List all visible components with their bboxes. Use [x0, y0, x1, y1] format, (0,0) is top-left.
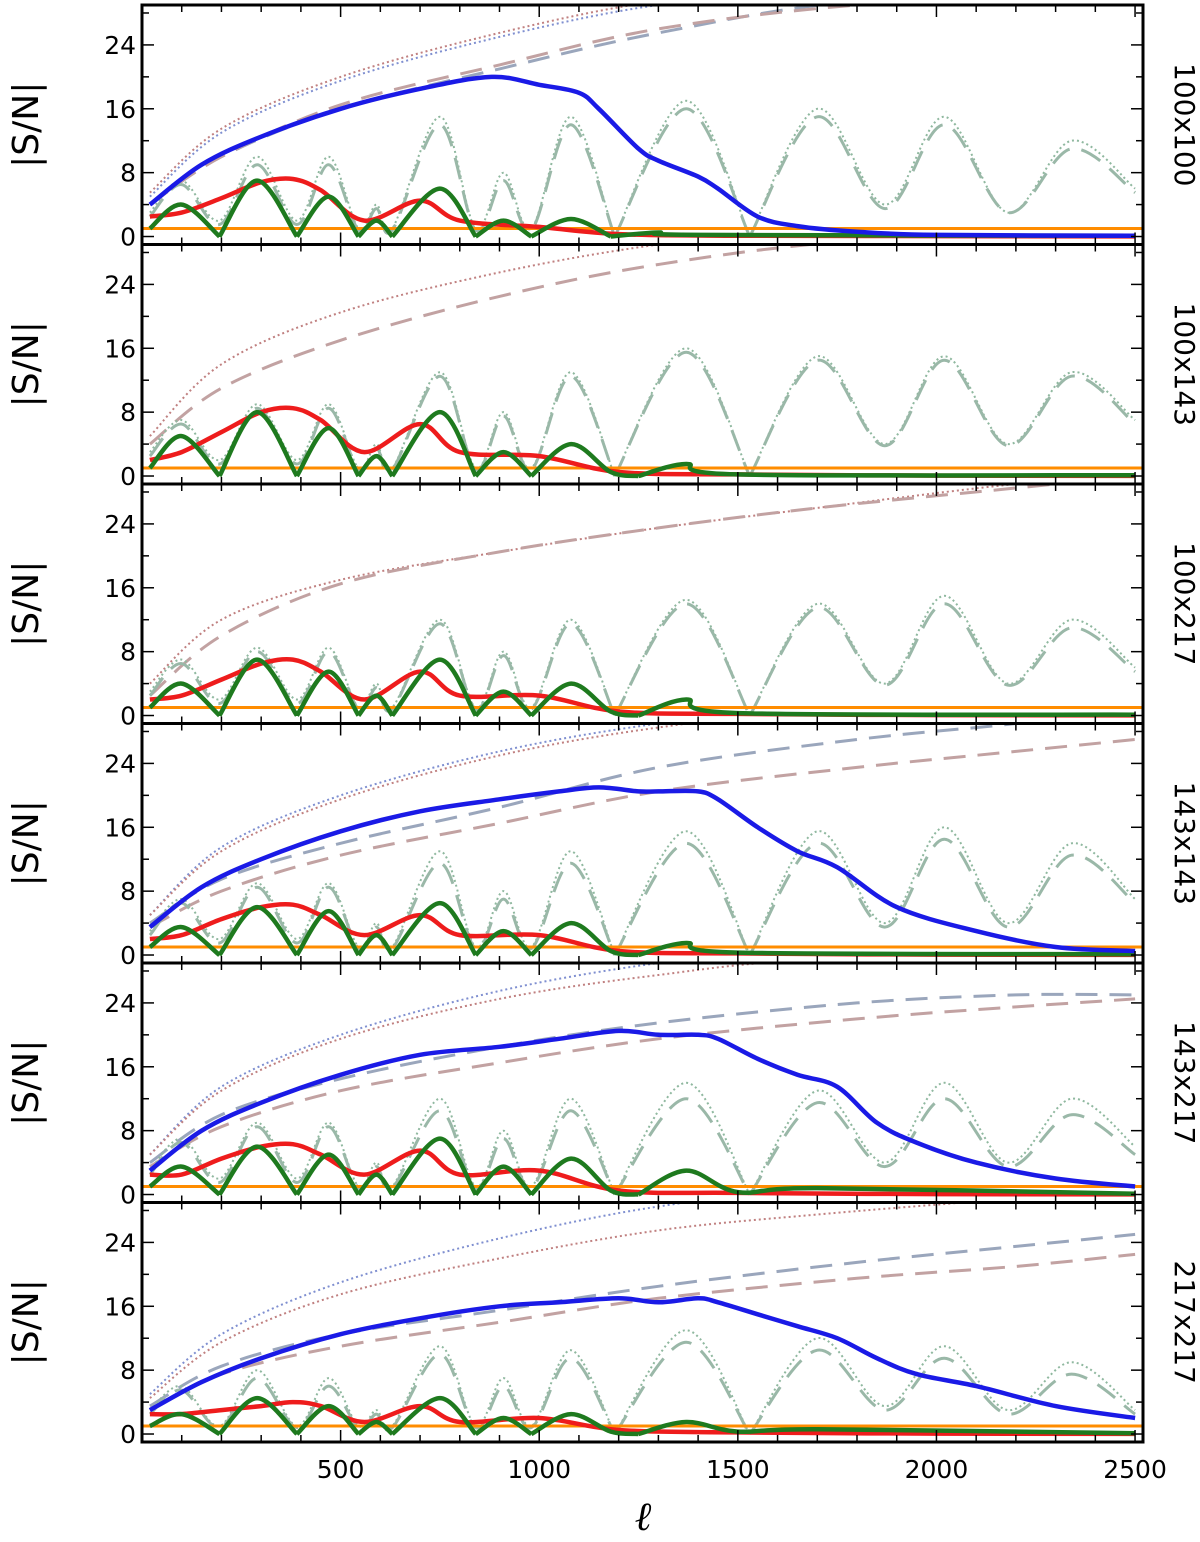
y-axis-label: |S/N| [6, 1279, 47, 1365]
panel-title: 100x100 [1168, 63, 1200, 186]
series-blue-dotted [149, 5, 666, 198]
series-red-solid [149, 405, 1136, 479]
panel-100x100: 0 8 16 24 |S/N| 100x100 [6, 3, 1200, 252]
series-green-solid [148, 1136, 1136, 1197]
y-tick-label: 24 [104, 270, 136, 299]
series-green-dashed [148, 107, 1137, 238]
panel-frame [140, 482, 1145, 725]
series-group [142, 244, 1143, 479]
series-red-dotted [149, 963, 774, 1156]
y-tick-label: 16 [104, 574, 136, 603]
y-tick-label: 24 [104, 749, 136, 778]
series-green-solid [148, 900, 1136, 958]
series-red-solid [149, 1141, 1136, 1197]
y-axis-label: |S/N| [6, 561, 47, 647]
panels: 0 8 16 24 |S/N| 100x100 0 8 16 24 |S/N| 100x143 0 8 16… [6, 3, 1200, 1449]
series-red-dotted [149, 484, 1027, 685]
x-tick-label: 1500 [706, 1455, 770, 1484]
series-green-solid [148, 1395, 1136, 1437]
x-tick-label: 1000 [507, 1455, 571, 1484]
series-red-dashed [149, 738, 1136, 929]
y-tick-label: 0 [120, 1181, 136, 1210]
y-tick-label: 0 [120, 462, 136, 491]
series-blue-dashed [149, 992, 1136, 1164]
panel-100x143: 0 8 16 24 |S/N| 100x143 [6, 243, 1200, 491]
y-tick-label: 0 [120, 223, 136, 252]
y-tick-label: 8 [120, 638, 136, 667]
series-green-solid [148, 409, 1136, 479]
series-blue-dashed [149, 723, 1029, 925]
panel-frame [140, 1201, 1145, 1444]
panel-title: 143x143 [1168, 782, 1200, 905]
series-group [142, 5, 1143, 239]
series-group [142, 723, 1143, 958]
y-tick-label: 16 [104, 95, 136, 124]
series-green-dotted [149, 594, 1136, 717]
y-tick-label: 0 [120, 1420, 136, 1449]
y-tick-label: 16 [104, 1292, 136, 1321]
y-tick-label: 8 [120, 398, 136, 427]
series-blue-solid [148, 74, 1136, 238]
panel-title: 100x143 [1168, 303, 1200, 426]
y-tick-label: 24 [104, 989, 136, 1018]
y-tick-label: 24 [104, 1228, 136, 1257]
series-red-dashed [149, 1252, 1136, 1412]
series-red-dotted [149, 5, 639, 194]
series-red-dashed [149, 997, 1136, 1168]
x-tick-label: 2000 [905, 1455, 969, 1484]
series-blue-dotted [149, 1202, 692, 1395]
panel-217x217: 0 8 16 24 |S/N| 217x217 [6, 1201, 1200, 1449]
series-blue-solid [148, 1028, 1136, 1189]
y-tick-label: 24 [104, 510, 136, 539]
y-tick-label: 8 [120, 159, 136, 188]
series-group [142, 963, 1143, 1197]
panel-title: 143x217 [1168, 1021, 1200, 1144]
y-axis-label: |S/N| [6, 82, 47, 168]
series-blue-solid [148, 1296, 1136, 1421]
y-tick-label: 24 [104, 31, 136, 60]
panel-title: 217x217 [1168, 1261, 1200, 1384]
y-tick-label: 16 [104, 334, 136, 363]
y-tick-label: 16 [104, 813, 136, 842]
x-axis-label: ℓ [635, 1494, 652, 1540]
series-red-dotted [149, 244, 666, 437]
y-tick-label: 16 [104, 1053, 136, 1082]
y-tick-label: 0 [120, 941, 136, 970]
y-axis-label: |S/N| [6, 800, 47, 886]
y-tick-label: 8 [120, 1356, 136, 1385]
series-green-dashed [148, 350, 1137, 477]
y-axis-label: |S/N| [6, 1040, 47, 1126]
series-red-dotted [149, 1202, 977, 1399]
x-axis: 500 1000 1500 2000 2500 [317, 1455, 1167, 1484]
series-blue-dotted [149, 723, 666, 916]
y-tick-label: 0 [120, 702, 136, 731]
series-red-dashed [148, 244, 827, 446]
panel-143x143: 0 8 16 24 |S/N| 143x143 [6, 722, 1200, 970]
series-red-dotted [149, 723, 694, 916]
series-green-solid [148, 657, 1136, 718]
panel-100x217: 0 8 16 24 |S/N| 100x217 [6, 482, 1200, 731]
panel-title: 100x217 [1168, 542, 1200, 665]
y-tick-label: 8 [120, 877, 136, 906]
y-tick-label: 8 [120, 1117, 136, 1146]
panel-143x217: 0 8 16 24 |S/N| 143x217 [6, 961, 1200, 1210]
series-blue-dotted [149, 963, 666, 1156]
series-green-dotted [149, 1081, 1136, 1196]
x-tick-label: 500 [317, 1455, 365, 1484]
series-green-dotted [149, 1329, 1136, 1435]
series-blue-solid [148, 785, 1136, 954]
panel-frame [140, 722, 1145, 965]
series-group [142, 484, 1143, 718]
series-blue-dashed [149, 1232, 1136, 1408]
panel-frame [140, 243, 1145, 486]
y-axis-label: |S/N| [6, 321, 47, 407]
series-red-dashed [148, 484, 1071, 697]
x-tick-label: 2500 [1103, 1455, 1167, 1484]
series-green-solid [148, 178, 1136, 239]
series-group [142, 1202, 1143, 1437]
